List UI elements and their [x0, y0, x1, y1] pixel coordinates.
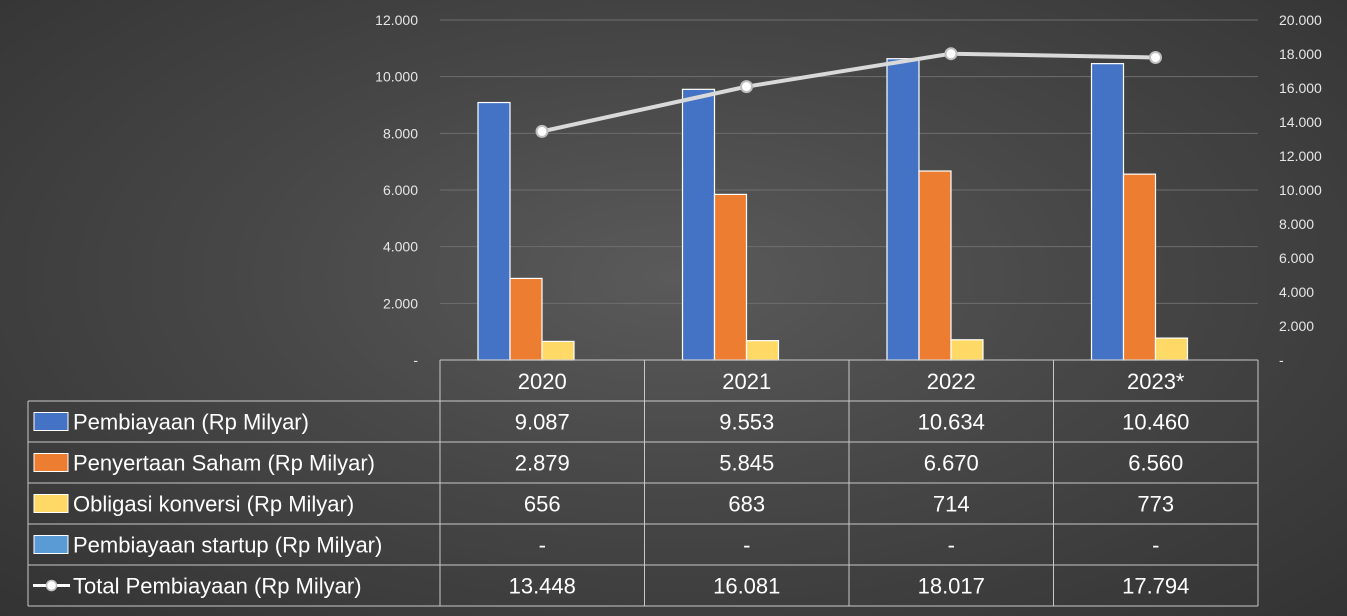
- table-cell: 17.794: [1122, 574, 1189, 599]
- bar-2-2: [713, 193, 748, 361]
- right-tick-label: 12.000: [1279, 148, 1322, 164]
- left-tick-label: 10.000: [375, 69, 418, 85]
- table-header-year: 2021: [722, 369, 771, 394]
- table-cell: 10.634: [918, 410, 985, 435]
- line-point: [535, 124, 549, 138]
- table-cell: 9.087: [515, 410, 570, 435]
- right-tick-label: 10.000: [1279, 182, 1322, 198]
- bar-2-3: [918, 170, 952, 361]
- table-cell: 9.553: [719, 410, 774, 435]
- data-table: 2020 2021 2022 2023* Pembiayaan (Rp Milyar) 9…: [27, 359, 1259, 607]
- left-tick-label: 4.000: [383, 239, 418, 255]
- bars: [477, 58, 1189, 361]
- legend-key-2: [33, 453, 69, 472]
- bar-1-1: [477, 101, 511, 361]
- table-cell: -: [948, 533, 955, 558]
- line-point: [740, 80, 753, 94]
- legend-key-3: [33, 494, 69, 513]
- right-tick-label: 4.000: [1279, 284, 1314, 300]
- table-header-year: 2020: [518, 369, 567, 394]
- series-label: Pembiayaan (Rp Milyar): [73, 410, 309, 435]
- table-cell: 16.081: [713, 574, 780, 599]
- right-tick-label: 6.000: [1279, 250, 1314, 266]
- bar-2-1: [509, 277, 543, 361]
- table-cell: -: [743, 533, 750, 558]
- right-tick-label: 16.000: [1279, 80, 1322, 96]
- table-cell: 683: [728, 492, 765, 517]
- table-cell: 773: [1137, 492, 1174, 517]
- series-label: Pembiayaan startup (Rp Milyar): [73, 533, 382, 558]
- bar-3-1: [541, 340, 575, 361]
- table-cell: 10.460: [1122, 410, 1189, 435]
- series-label: Total Pembiayaan (Rp Milyar): [73, 574, 362, 599]
- bar-1-4: [1090, 63, 1125, 361]
- right-axis: - 2.000 4.000 6.000 8.000 10.000 12.000 14.000 1…: [1279, 12, 1322, 368]
- right-tick-label: 14.000: [1279, 114, 1322, 130]
- bar-3-2: [745, 340, 780, 361]
- right-tick-label: 8.000: [1279, 216, 1314, 232]
- line-point: [944, 47, 958, 61]
- table-cell: 13.448: [509, 574, 576, 599]
- table-cell: 6.670: [924, 451, 979, 476]
- table-header-year: 2023*: [1127, 369, 1185, 394]
- bar-3-3: [950, 339, 984, 361]
- right-tick-label: -: [1279, 352, 1284, 368]
- left-tick-label: 2.000: [383, 295, 418, 311]
- total-line: [535, 47, 1162, 138]
- left-tick-label: 8.000: [383, 125, 418, 141]
- bar-2-4: [1122, 173, 1157, 361]
- series-label: Penyertaan Saham (Rp Milyar): [73, 451, 375, 476]
- bar-1-2: [681, 88, 716, 361]
- table-header-year: 2022: [927, 369, 976, 394]
- table-cell: 656: [524, 492, 561, 517]
- total-line-path: [541, 51, 1156, 134]
- table-cell: 18.017: [918, 574, 985, 599]
- left-axis: - 2.000 4.000 6.000 8.000 10.000 12.000: [375, 12, 418, 368]
- right-tick-label: 18.000: [1279, 46, 1322, 62]
- left-tick-label: 6.000: [383, 182, 418, 198]
- right-tick-label: 2.000: [1279, 318, 1314, 334]
- legend-key-4: [33, 535, 69, 554]
- table-cell: 714: [933, 492, 970, 517]
- left-tick-label: -: [413, 352, 418, 368]
- table-cell: 6.560: [1128, 451, 1183, 476]
- legend-key-1: [33, 412, 69, 431]
- table-cell: -: [539, 533, 546, 558]
- bar-1-3: [886, 58, 920, 361]
- right-tick-label: 20.000: [1279, 12, 1322, 28]
- legend-line-key: [45, 579, 58, 592]
- left-tick-label: 12.000: [375, 12, 418, 28]
- table-cell: 5.845: [719, 451, 774, 476]
- table-cell: -: [1152, 533, 1159, 558]
- line-point: [1149, 51, 1162, 65]
- series-label: Obligasi konversi (Rp Milyar): [73, 492, 354, 517]
- bar-3-4: [1154, 337, 1189, 361]
- table-cell: 2.879: [515, 451, 570, 476]
